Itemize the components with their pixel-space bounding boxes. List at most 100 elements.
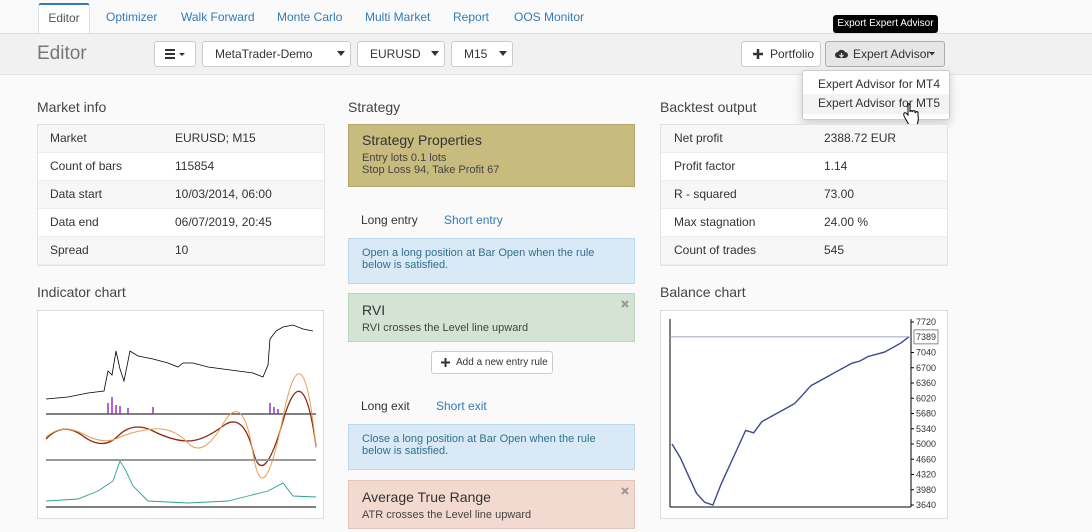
box-text: ATR crosses the Level line upward [362, 509, 621, 521]
close-icon[interactable] [621, 300, 629, 308]
caret [499, 51, 507, 57]
row: R - squared 73.00 [661, 181, 947, 209]
market-table: Market EURUSD; M15 Count of bars115854 Da… [37, 124, 325, 266]
section-title: Strategy [348, 99, 400, 115]
label: Data start [50, 181, 102, 208]
page: Editor Optimizer Walk Forward Monte Carl… [0, 0, 1092, 532]
caret [431, 51, 439, 57]
row: Count of bars115854 [38, 153, 324, 181]
value: 10 [175, 237, 188, 264]
tab[interactable]: Editor [38, 3, 90, 33]
dropdown-item[interactable]: Expert Advisor for MT5 [818, 96, 940, 110]
value: 73.00 [824, 181, 854, 208]
row: Profit factor 1.14 [661, 153, 947, 181]
value: 545 [824, 237, 844, 264]
row: Data end06/07/2019, 20:45 [38, 209, 324, 237]
select[interactable]: M15 [451, 41, 513, 67]
section-title: Indicator chart [37, 284, 126, 300]
menu-button[interactable] [154, 41, 196, 67]
plus-icon [441, 358, 450, 367]
row: Market EURUSD; M15 [38, 125, 324, 153]
dropdown: Expert Advisor for MT4 Expert Advisor fo… [802, 70, 950, 120]
y-tick-label: 5000 [916, 439, 936, 449]
value: 1.14 [824, 153, 847, 180]
balance-line [672, 337, 909, 505]
info-box: Close a long position at Bar Open when t… [348, 424, 635, 470]
y-tick-label: 7040 [916, 348, 936, 358]
y-tick-label: 6700 [916, 363, 936, 373]
value: 10/03/2014, 06:00 [175, 181, 272, 208]
label: Profit factor [674, 153, 735, 180]
section-title: Balance chart [660, 284, 746, 300]
label: R - squared [674, 181, 737, 208]
toolbar-title: Editor [37, 43, 87, 65]
tab[interactable]: OOS Monitor [514, 10, 584, 24]
y-tick-label: 3980 [916, 485, 936, 495]
menu-icon [165, 49, 187, 60]
label: Count of trades [674, 237, 756, 264]
y-tick-label: 5340 [916, 424, 936, 434]
tab[interactable]: Multi Market [365, 10, 430, 24]
select-text: M15 [464, 47, 487, 61]
tooltip: Export Expert Advisor [833, 15, 938, 33]
backtest-table: Net profit2388.72 EUR Profit factor1.14 … [660, 124, 948, 266]
tab[interactable]: Short entry [444, 213, 503, 227]
value: 115854 [175, 153, 214, 180]
row: Max stagnation 24.00 % [661, 209, 947, 237]
y-tick-label: 3640 [916, 500, 936, 510]
value: 06/07/2019, 20:45 [175, 209, 272, 236]
tab[interactable]: Long exit [361, 399, 410, 413]
portfolio-button[interactable]: Portfolio [741, 41, 821, 67]
label: Max stagnation [674, 209, 755, 236]
value: 2388.72 EUR [824, 125, 896, 152]
tab[interactable]: Monte Carlo [277, 10, 342, 24]
select[interactable]: MetaTrader-Demo [202, 41, 351, 67]
y-tick-label: 6020 [916, 393, 936, 403]
section-title: Backtest output [660, 99, 757, 115]
y-tick-label: 5680 [916, 409, 936, 419]
caret [337, 51, 345, 57]
tab[interactable]: Long entry [361, 213, 418, 227]
plus-icon [753, 49, 763, 59]
row: Spread 10 [38, 237, 324, 265]
value: EURUSD; M15 [175, 125, 256, 152]
label: Net profit [674, 125, 723, 152]
cloud-icon [835, 49, 848, 59]
indicator-chart [37, 310, 324, 519]
box-title: Average True Range [362, 489, 621, 505]
value: 24.00 % [824, 209, 868, 236]
dropdown-item[interactable]: Expert Advisor for MT4 [818, 77, 940, 91]
tab[interactable]: Report [453, 10, 489, 24]
row: Count of trades 545 [661, 237, 947, 265]
box-title: RVI [362, 302, 621, 318]
box-text: Stop Loss 94, Take Profit 67 [362, 164, 621, 176]
box-text: RVI crosses the Level line upward [362, 322, 621, 334]
add-rule-button[interactable]: Add a new entry rule [431, 351, 553, 374]
y-tick-label: 6360 [916, 378, 936, 388]
balance-chart: 7720704067006360602056805340500046604320… [660, 310, 948, 519]
y-tick-label: 4320 [916, 470, 936, 480]
button-text: Add a new entry rule [456, 357, 548, 368]
y-tick-label: 4660 [916, 454, 936, 464]
label: Market [50, 125, 87, 152]
info-box: Open a long position at Bar Open when th… [348, 238, 635, 284]
tab[interactable]: Optimizer [106, 10, 157, 24]
box-text: Entry lots 0.1 lots [362, 152, 621, 164]
rule-box[interactable]: Average True Range ATR crosses the Level… [348, 480, 635, 529]
tab[interactable]: Walk Forward [181, 10, 255, 24]
select[interactable]: EURUSD [357, 41, 445, 67]
last-value-label: 7389 [916, 332, 936, 342]
expert-advisor-button[interactable]: Expert Advisor [825, 41, 945, 67]
button-text: Expert Advisor [853, 47, 930, 61]
rule-box[interactable]: RVI RVI crosses the Level line upward [348, 293, 635, 342]
row: Net profit 2388.72 EUR [661, 125, 947, 153]
button-text: Portfolio [770, 47, 814, 61]
strategy-properties[interactable]: Strategy Properties Entry lots 0.1 lots … [348, 124, 635, 187]
box-title: Strategy Properties [362, 132, 621, 148]
select-text: MetaTrader-Demo [215, 47, 313, 61]
tab[interactable]: Short exit [436, 399, 487, 413]
select-text: EURUSD [370, 47, 421, 61]
section-title: Market info [37, 99, 106, 115]
close-icon[interactable] [621, 487, 629, 495]
label: Spread [50, 237, 89, 264]
